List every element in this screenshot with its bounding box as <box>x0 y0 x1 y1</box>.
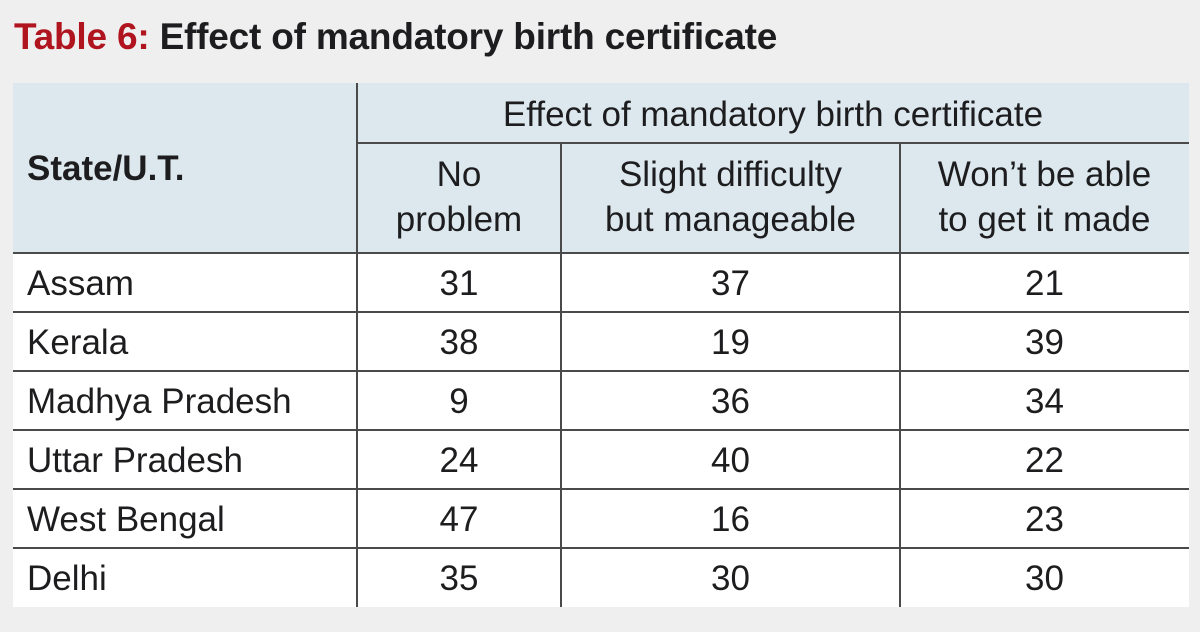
no-problem-cell: 35 <box>357 548 561 607</box>
wont-be-able-cell: 34 <box>900 371 1189 430</box>
row-divider <box>13 547 1189 549</box>
state-cell: Assam <box>13 253 357 312</box>
slight-difficulty-cell: 40 <box>561 430 900 489</box>
no-problem-cell-value: 9 <box>449 380 468 425</box>
state-cell-value: Delhi <box>27 557 107 602</box>
no-problem-cell: 9 <box>357 371 561 430</box>
no-problem-header-line2: problem <box>396 198 522 243</box>
slight-difficulty-cell-value: 40 <box>711 439 750 484</box>
wont-be-able-cell: 21 <box>900 253 1189 312</box>
table-title-text: Effect of mandatory birth certificate <box>160 16 778 57</box>
slight-difficulty-column-header: Slight difficulty but manageable <box>561 143 900 253</box>
no-problem-cell: 38 <box>357 312 561 371</box>
wont-be-able-cell-value: 23 <box>1025 498 1064 543</box>
wont-be-able-cell: 30 <box>900 548 1189 607</box>
wont-be-able-cell-value: 21 <box>1025 262 1064 307</box>
state-cell: West Bengal <box>13 489 357 548</box>
wont-be-able-column-header: Won’t be able to get it made <box>900 143 1189 253</box>
state-cell: Kerala <box>13 312 357 371</box>
slight-difficulty-header-line1: Slight difficulty <box>619 153 842 198</box>
no-problem-column-header: No problem <box>357 143 561 253</box>
wont-be-able-cell-value: 30 <box>1025 557 1064 602</box>
wont-be-able-cell-value: 22 <box>1025 439 1064 484</box>
slight-difficulty-cell-value: 36 <box>711 380 750 425</box>
state-column-header-label: State/U.T. <box>27 147 185 192</box>
slight-difficulty-cell-value: 19 <box>711 321 750 366</box>
slight-difficulty-cell: 30 <box>561 548 900 607</box>
wont-be-able-header-line2: to get it made <box>938 198 1150 243</box>
state-column-divider <box>356 83 358 607</box>
state-cell: Uttar Pradesh <box>13 430 357 489</box>
state-cell-value: Uttar Pradesh <box>27 439 243 484</box>
wont-be-able-cell: 39 <box>900 312 1189 371</box>
row-divider <box>13 488 1189 490</box>
slight-difficulty-column-divider <box>899 143 901 607</box>
state-cell-value: West Bengal <box>27 498 225 543</box>
no-problem-column-divider <box>560 143 562 607</box>
slight-difficulty-cell-value: 16 <box>711 498 750 543</box>
state-cell: Madhya Pradesh <box>13 371 357 430</box>
row-divider <box>13 311 1189 313</box>
state-cell-value: Assam <box>27 262 134 307</box>
table-number: Table 6: <box>14 16 149 57</box>
slight-difficulty-cell: 16 <box>561 489 900 548</box>
wont-be-able-cell: 22 <box>900 430 1189 489</box>
wont-be-able-cell: 23 <box>900 489 1189 548</box>
slight-difficulty-cell: 19 <box>561 312 900 371</box>
state-cell: Delhi <box>13 548 357 607</box>
state-cell-value: Kerala <box>27 321 128 366</box>
table-title: Table 6: Effect of mandatory birth certi… <box>14 16 777 58</box>
no-problem-cell-value: 35 <box>440 557 479 602</box>
row-divider <box>13 429 1189 431</box>
wont-be-able-cell-value: 34 <box>1025 380 1064 425</box>
group-header-label: Effect of mandatory birth certificate <box>503 93 1043 138</box>
no-problem-cell: 47 <box>357 489 561 548</box>
header-body-divider <box>13 252 1189 254</box>
no-problem-cell-value: 38 <box>440 321 479 366</box>
slight-difficulty-cell-value: 30 <box>711 557 750 602</box>
no-problem-cell-value: 47 <box>440 498 479 543</box>
no-problem-header-line1: No <box>437 153 482 198</box>
state-column-header: State/U.T. <box>13 83 357 253</box>
no-problem-cell: 24 <box>357 430 561 489</box>
slight-difficulty-cell: 36 <box>561 371 900 430</box>
no-problem-cell: 31 <box>357 253 561 312</box>
state-cell-value: Madhya Pradesh <box>27 380 292 425</box>
wont-be-able-header-line1: Won’t be able <box>938 153 1151 198</box>
group-header: Effect of mandatory birth certificate <box>357 83 1189 143</box>
wont-be-able-cell-value: 39 <box>1025 321 1064 366</box>
row-divider <box>13 370 1189 372</box>
slight-difficulty-cell-value: 37 <box>711 262 750 307</box>
group-header-divider <box>357 142 1189 144</box>
no-problem-cell-value: 24 <box>440 439 479 484</box>
no-problem-cell-value: 31 <box>440 262 479 307</box>
slight-difficulty-header-line2: but manageable <box>605 198 856 243</box>
slight-difficulty-cell: 37 <box>561 253 900 312</box>
data-table: State/U.T. Effect of mandatory birth cer… <box>13 83 1189 607</box>
